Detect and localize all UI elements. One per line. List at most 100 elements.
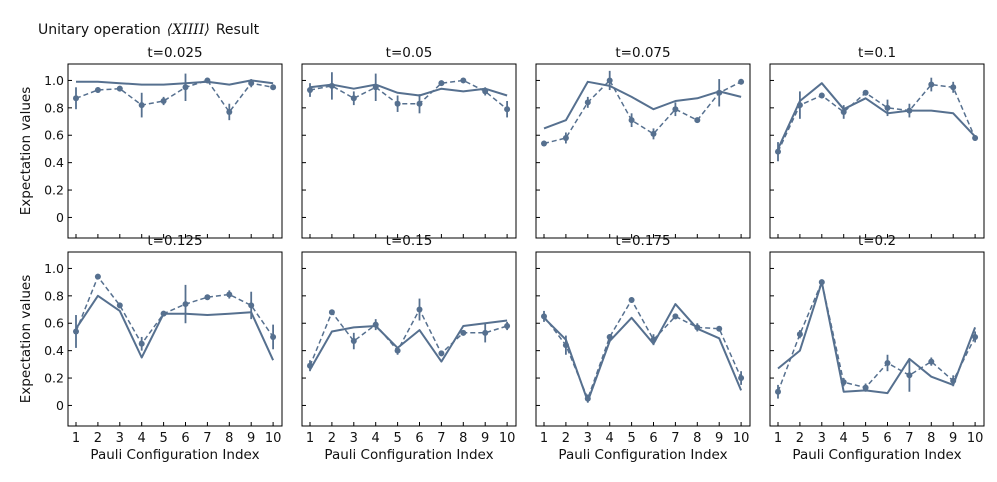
data-point	[862, 384, 869, 391]
data-point	[694, 324, 701, 331]
data-point	[504, 322, 511, 329]
x-tick-label: 9	[949, 431, 957, 446]
measured-line	[543, 299, 742, 400]
theory-line	[543, 303, 743, 403]
y-tick-label: 0	[56, 398, 64, 413]
data-point	[672, 313, 679, 320]
chart-panel-8: t=0.2 1 2 3 4 5 6 7 8 9 10 Pauli Configuration Inde…	[769, 233, 985, 463]
data-point	[482, 88, 489, 95]
y-tick-label: 1.0	[44, 261, 64, 276]
theory-line	[543, 80, 742, 130]
data-point	[350, 338, 357, 345]
chart-title: t=0.1	[858, 45, 896, 61]
data-point	[116, 85, 123, 92]
x-tick-label: 10	[733, 431, 750, 446]
x-tick-label: 6	[649, 431, 657, 446]
chart-title: t=0.175	[615, 233, 670, 249]
theory-line	[75, 294, 275, 361]
theory-line	[76, 79, 274, 86]
y-axis-label: Expectation values	[18, 275, 34, 403]
figure-title-suffix: Result	[216, 22, 260, 38]
x-tick-label: 6	[181, 431, 189, 446]
x-tick-label: 1	[72, 431, 80, 446]
data-point	[672, 106, 679, 113]
y-tick-label: 1.0	[44, 73, 64, 88]
x-tick-label: 10	[499, 431, 516, 446]
x-tick-label: 5	[861, 431, 869, 446]
data-point	[716, 325, 723, 332]
data-point	[818, 92, 825, 99]
y-tick-label: 0.8	[44, 100, 64, 115]
x-tick-label: 1	[306, 431, 314, 446]
x-tick-label: 4	[840, 431, 848, 446]
chart-panel-2: t=0.05	[301, 45, 517, 239]
data-point	[862, 89, 869, 96]
data-point	[416, 306, 423, 313]
y-tick-label: 0.2	[44, 371, 64, 386]
data-point	[482, 329, 489, 336]
data-point	[372, 84, 379, 91]
measured-line	[543, 79, 742, 145]
x-tick-label: 1	[774, 431, 782, 446]
x-tick-label: 3	[116, 431, 124, 446]
data-point	[606, 333, 613, 340]
chart-title: t=0.15	[386, 233, 433, 249]
data-point	[248, 302, 255, 309]
data-point	[182, 301, 189, 308]
data-point	[950, 377, 957, 384]
x-tick-label: 8	[225, 431, 233, 446]
x-tick-label: 5	[393, 431, 401, 446]
x-tick-label: 9	[247, 431, 255, 446]
chart-panel-7: t=0.175 1 2 3 4 5 6 7 8 9 10 Pauli Configuration In…	[535, 233, 751, 463]
data-point	[160, 97, 167, 104]
x-tick-label: 7	[203, 431, 211, 446]
x-tick-label: 3	[818, 431, 826, 446]
data-point	[438, 350, 445, 357]
data-point	[628, 117, 635, 124]
data-point	[541, 313, 547, 320]
x-tick-label: 10	[265, 431, 282, 446]
data-point	[606, 77, 613, 84]
measured-line	[75, 275, 274, 345]
x-tick-label: 7	[905, 431, 913, 446]
chart-title: t=0.025	[147, 45, 202, 61]
data-point	[928, 358, 935, 365]
data-point	[562, 134, 569, 141]
x-axis-label: Pauli Configuration Index	[90, 447, 259, 463]
x-tick-label: 5	[627, 431, 635, 446]
data-point	[116, 302, 123, 309]
measured-line	[777, 83, 976, 153]
data-point	[541, 140, 547, 147]
data-point	[840, 108, 847, 115]
data-point	[972, 333, 979, 340]
axes-frame	[67, 251, 283, 427]
theory-line	[777, 281, 977, 395]
y-tick-label: 0.4	[44, 155, 64, 170]
data-point	[775, 148, 781, 155]
x-tick-label: 7	[671, 431, 679, 446]
data-point	[138, 102, 145, 109]
data-point	[504, 106, 511, 113]
data-point	[204, 294, 211, 301]
data-point	[270, 333, 277, 340]
data-point	[73, 328, 79, 335]
data-point	[972, 134, 979, 141]
y-tick-label: 0.6	[44, 128, 64, 143]
data-point	[796, 331, 803, 338]
data-point	[796, 102, 803, 109]
figure-title-prefix: Unitary operation	[38, 22, 161, 38]
x-tick-label: 8	[693, 431, 701, 446]
data-point	[884, 359, 891, 366]
axes-frame	[769, 63, 985, 239]
x-tick-label: 9	[715, 431, 723, 446]
x-tick-label: 2	[94, 431, 102, 446]
data-point	[138, 340, 145, 347]
data-point	[307, 362, 313, 369]
x-tick-label: 6	[883, 431, 891, 446]
data-point	[738, 78, 745, 85]
measured-line	[309, 308, 508, 366]
data-point	[694, 117, 701, 124]
data-point	[307, 87, 313, 94]
data-point	[438, 80, 445, 87]
